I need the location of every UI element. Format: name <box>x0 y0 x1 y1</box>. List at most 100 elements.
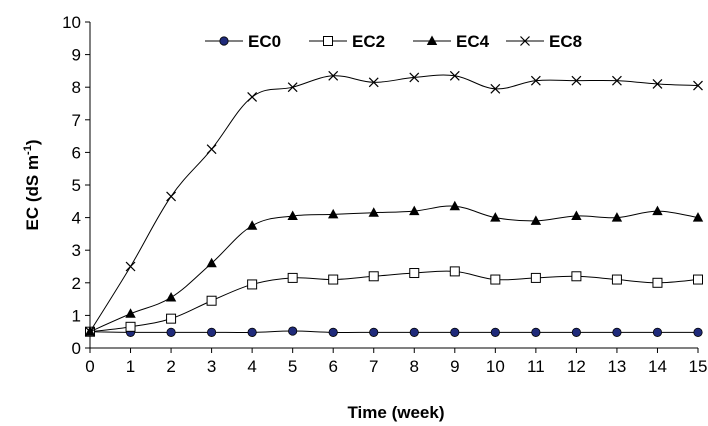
data-point-ec4 <box>246 220 258 230</box>
y-tick-label: 10 <box>62 13 81 32</box>
data-point-ec2 <box>530 272 541 283</box>
data-point-ec4 <box>652 205 663 216</box>
data-point-ec8 <box>287 82 298 93</box>
data-point-ec2 <box>693 274 703 285</box>
series-line-ec0 <box>89 330 698 333</box>
x-marker-stroke <box>520 36 530 46</box>
data-point-ec8 <box>328 70 339 81</box>
data-point-ec2 <box>490 274 501 285</box>
series-line-ec8 <box>89 74 699 332</box>
data-point-ec0 <box>207 327 217 337</box>
data-point-ec0 <box>693 327 703 337</box>
y-axis-title-main: EC (dS m <box>23 155 42 231</box>
x-tick-label: 13 <box>607 357 626 376</box>
y-axis-title-close: ) <box>23 139 42 145</box>
x-tick-label: 11 <box>527 357 545 376</box>
y-tick-label: 0 <box>72 339 81 358</box>
data-point-ec2 <box>206 295 217 306</box>
data-point-ec0 <box>652 327 663 337</box>
legend: EC0 EC2 EC4 EC8 <box>205 32 582 51</box>
data-point-ec8 <box>612 75 622 86</box>
data-point-ec2 <box>287 272 298 283</box>
y-tick-label: 1 <box>72 306 81 325</box>
x-axis-title: Time (week) <box>347 403 444 422</box>
data-point-ec8 <box>693 80 703 91</box>
x-marker-stroke <box>368 77 379 88</box>
data-point-ec8 <box>490 83 501 94</box>
legend-item-ec2: EC2 <box>309 32 385 51</box>
data-point-ec4 <box>611 212 623 222</box>
data-point-ec8 <box>206 144 217 155</box>
x-tick-label: 4 <box>247 357 256 376</box>
y-tick-label: 5 <box>72 176 81 195</box>
data-point-ec2 <box>125 321 136 332</box>
data-point-ec0 <box>328 327 338 337</box>
data-point-ec0 <box>409 327 419 337</box>
data-point-ec8 <box>449 70 460 81</box>
data-point-ec0 <box>490 327 500 337</box>
data-point-ec4 <box>490 212 501 222</box>
data-point-ec2 <box>247 279 258 290</box>
legend-label-ec0: EC0 <box>248 32 281 51</box>
data-point-ec4 <box>165 291 177 302</box>
x-marker-stroke <box>652 79 663 89</box>
y-axis-title: EC (dS m-1) <box>22 139 42 230</box>
data-point-ec0 <box>166 327 176 337</box>
data-point-ec2 <box>652 277 663 288</box>
y-tick-label: 2 <box>72 274 81 293</box>
x-tick-label: 5 <box>288 357 297 376</box>
data-point-ec8 <box>247 92 258 102</box>
data-point-ec2 <box>611 274 622 285</box>
data-point-ec0 <box>288 326 298 336</box>
data-point-ec4 <box>287 210 298 220</box>
data-point-ec2 <box>449 266 460 277</box>
x-marker-stroke <box>85 326 95 337</box>
data-point-ec4 <box>449 200 460 211</box>
data-point-ec8 <box>85 326 95 337</box>
x-marker-stroke <box>490 83 501 94</box>
y-tick-label: 3 <box>72 241 81 260</box>
legend-label-ec4: EC4 <box>456 32 490 51</box>
x-marker-stroke <box>206 144 217 155</box>
x-tick-label: 12 <box>567 357 586 376</box>
data-point-ec8 <box>652 79 663 89</box>
x-tick-label: 3 <box>207 357 216 376</box>
x-tick-label: 10 <box>486 357 505 376</box>
data-point-ec0 <box>450 327 460 337</box>
x-marker-stroke <box>328 70 339 81</box>
x-tick-label: 2 <box>166 357 175 376</box>
x-marker-stroke <box>287 82 298 93</box>
x-tick-label: 9 <box>450 357 459 376</box>
legend-label-ec8: EC8 <box>549 32 582 51</box>
x-marker-stroke <box>612 75 622 86</box>
series-ec8 <box>85 70 703 337</box>
series-ec2 <box>85 266 703 337</box>
x-marker-stroke <box>125 261 136 272</box>
x-tick-label: 0 <box>85 357 94 376</box>
series-line-ec4 <box>89 205 699 333</box>
x-marker-stroke <box>409 72 420 83</box>
x-marker-stroke <box>693 80 703 91</box>
data-point-ec8 <box>166 191 176 202</box>
y-tick-label: 4 <box>72 209 81 228</box>
data-point-ec0 <box>531 327 541 337</box>
data-point-ec2 <box>328 274 339 285</box>
x-marker-stroke <box>166 191 176 202</box>
data-point-ec0 <box>612 327 622 337</box>
data-point-ec4 <box>328 208 339 219</box>
x-marker-stroke <box>530 75 541 86</box>
legend-item-ec0: EC0 <box>205 32 281 51</box>
y-tick-label: 7 <box>72 111 81 130</box>
data-point-ec2 <box>571 271 582 282</box>
data-point-ec4 <box>530 215 542 225</box>
legend-marker-ec4 <box>426 35 438 45</box>
data-point-ec8 <box>125 261 136 272</box>
data-point-ec4 <box>409 205 420 216</box>
x-tick-label: 8 <box>410 357 419 376</box>
data-point-ec4 <box>368 207 379 217</box>
data-point-ec8 <box>530 75 541 86</box>
legend-item-ec4: EC4 <box>413 32 490 51</box>
series-layer <box>84 70 704 337</box>
legend-item-ec8: EC8 <box>506 32 582 51</box>
